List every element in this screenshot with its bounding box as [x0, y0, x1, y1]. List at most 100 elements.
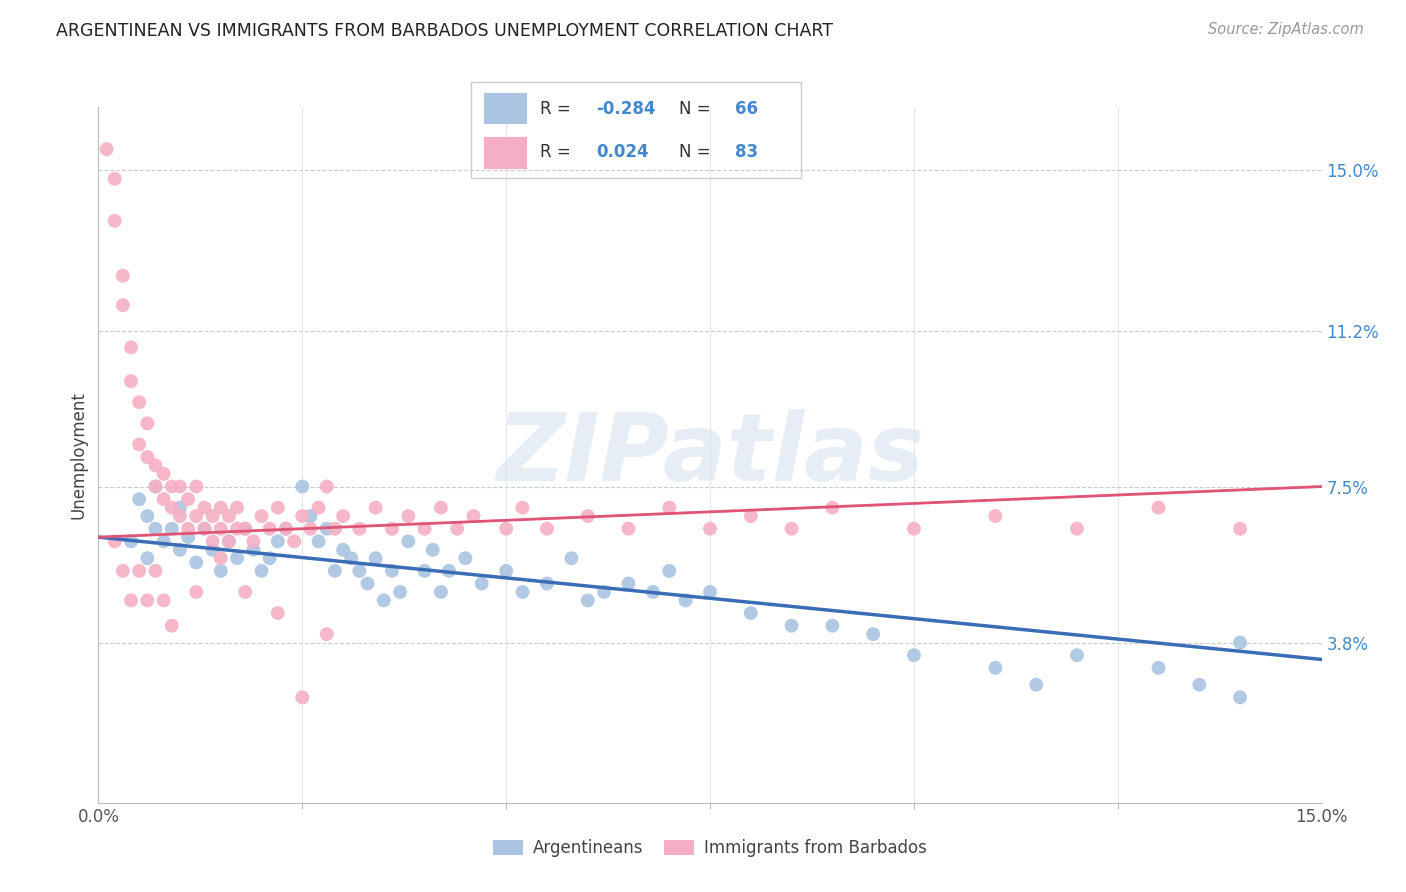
Text: 0.024: 0.024 — [596, 143, 650, 161]
Point — [218, 534, 240, 549]
Point — [274, 522, 297, 536]
Point — [315, 522, 337, 536]
Point — [1066, 648, 1088, 663]
Point — [536, 522, 558, 536]
Point — [128, 492, 150, 507]
Point — [291, 479, 314, 493]
Point — [396, 534, 419, 549]
Point — [512, 585, 534, 599]
Point — [1066, 522, 1088, 536]
Point — [323, 522, 346, 536]
Legend: Argentineans, Immigrants from Barbados: Argentineans, Immigrants from Barbados — [486, 833, 934, 864]
Point — [226, 500, 249, 515]
Point — [259, 551, 281, 566]
Point — [984, 509, 1007, 524]
Point — [218, 509, 240, 524]
Point — [193, 522, 215, 536]
Point — [389, 585, 412, 599]
Point — [160, 500, 183, 515]
Point — [128, 395, 150, 409]
Point — [617, 576, 640, 591]
Bar — [484, 93, 527, 125]
Point — [536, 576, 558, 591]
Point — [780, 522, 803, 536]
Point — [152, 593, 174, 607]
Point — [437, 564, 460, 578]
Y-axis label: Unemployment: Unemployment — [69, 391, 87, 519]
Point — [104, 214, 127, 228]
Point — [136, 551, 159, 566]
Point — [332, 542, 354, 557]
Text: N =: N = — [679, 143, 716, 161]
Point — [186, 585, 208, 599]
Point — [364, 551, 387, 566]
Point — [145, 458, 167, 473]
Point — [332, 509, 354, 524]
Point — [128, 564, 150, 578]
Point — [315, 627, 337, 641]
Point — [145, 522, 167, 536]
Point — [291, 690, 314, 705]
Point — [349, 564, 371, 578]
Point — [242, 534, 264, 549]
Point — [780, 618, 803, 632]
Point — [560, 551, 582, 566]
Point — [349, 522, 371, 536]
Point — [160, 479, 183, 493]
Point — [111, 298, 134, 312]
Point — [209, 522, 232, 536]
Point — [903, 522, 925, 536]
Point — [340, 551, 363, 566]
Text: 83: 83 — [735, 143, 758, 161]
Point — [373, 593, 395, 607]
Point — [396, 509, 419, 524]
Point — [699, 585, 721, 599]
Point — [299, 522, 322, 536]
Point — [495, 522, 517, 536]
Point — [193, 500, 215, 515]
Point — [145, 564, 167, 578]
Point — [381, 564, 404, 578]
Point — [471, 576, 494, 591]
Point — [422, 542, 444, 557]
Point — [250, 564, 273, 578]
Point — [641, 585, 664, 599]
Point — [169, 479, 191, 493]
Point — [250, 509, 273, 524]
Point — [169, 509, 191, 524]
Point — [136, 417, 159, 431]
Point — [576, 509, 599, 524]
Point — [381, 522, 404, 536]
Point — [267, 500, 290, 515]
Point — [617, 522, 640, 536]
Point — [145, 479, 167, 493]
Text: ZIPatlas: ZIPatlas — [496, 409, 924, 501]
Point — [274, 522, 297, 536]
Point — [120, 340, 142, 354]
Point — [413, 564, 436, 578]
Point — [111, 268, 134, 283]
Point — [1229, 690, 1251, 705]
Point — [430, 585, 453, 599]
Point — [186, 556, 208, 570]
Point — [136, 450, 159, 464]
Point — [218, 534, 240, 549]
Point — [145, 479, 167, 493]
Point — [169, 500, 191, 515]
Point — [291, 509, 314, 524]
Point — [323, 564, 346, 578]
Point — [233, 585, 256, 599]
Point — [177, 492, 200, 507]
Point — [201, 542, 224, 557]
Point — [120, 593, 142, 607]
Point — [1025, 678, 1047, 692]
Point — [903, 648, 925, 663]
Point — [201, 534, 224, 549]
Point — [463, 509, 485, 524]
Text: -0.284: -0.284 — [596, 100, 657, 118]
Point — [308, 500, 330, 515]
Point — [128, 437, 150, 451]
Point — [136, 593, 159, 607]
Text: R =: R = — [540, 143, 582, 161]
Point — [593, 585, 616, 599]
